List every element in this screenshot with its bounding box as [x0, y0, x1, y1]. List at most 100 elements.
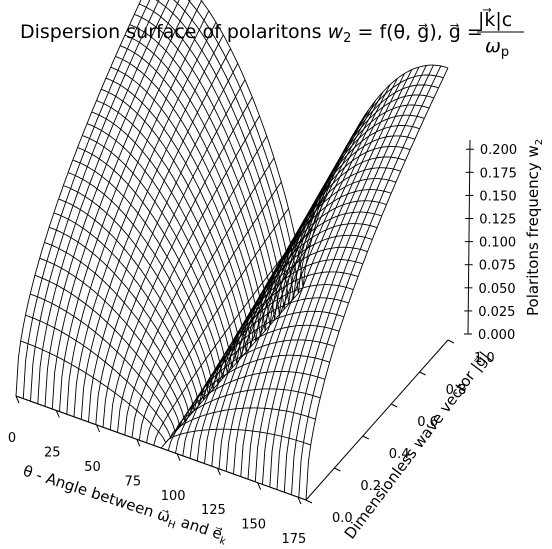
- mesh-line-theta: [138, 181, 282, 441]
- x-tick-label: 75: [125, 474, 142, 489]
- chart-title: Dispersion surface of polaritons w2 = f(…: [20, 21, 483, 46]
- mesh-line-theta: [211, 133, 355, 467]
- mesh-line-theta: [109, 96, 253, 430]
- mesh-line-theta: [117, 115, 260, 433]
- chart-title-den-sub: p: [501, 45, 509, 60]
- y-tick-mark: [390, 403, 398, 408]
- mesh-line-theta: [262, 73, 405, 485]
- mesh-line-theta: [254, 78, 398, 482]
- z-tick-label: 0.050: [478, 282, 515, 297]
- chart-title-lhs-sub: 2: [343, 31, 351, 46]
- z-tick-label: 0.150: [479, 189, 516, 204]
- y-tick-mark: [419, 371, 426, 376]
- mesh-line-theta: [30, 0, 160, 402]
- mesh-line-theta: [131, 157, 275, 438]
- x-tick-label: 175: [282, 532, 307, 547]
- mesh-line-theta: [247, 84, 391, 480]
- z-tick-label: 0.200: [480, 143, 517, 158]
- chart-title-num: |k⃗|c: [478, 8, 512, 31]
- y-tick-label: 0.6: [417, 415, 438, 430]
- mesh-line-theta: [160, 287, 304, 449]
- mesh-line-g: [86, 123, 378, 369]
- mesh-line-theta: [51, 0, 191, 410]
- x-tick-mark: [55, 410, 60, 418]
- mesh-line-g: [110, 66, 401, 342]
- mesh-line-theta: [291, 64, 434, 495]
- chart-title-mid: = f(θ, g⃗), g⃗ =: [351, 21, 482, 43]
- z-axis-label: Polaritons frequency w2: [524, 139, 545, 316]
- x-tick-mark: [216, 468, 221, 476]
- mesh-line-theta: [80, 34, 224, 420]
- z-axis-label-a-sub: 2: [534, 139, 545, 145]
- y-tick-label: 0.0: [332, 511, 353, 526]
- mesh-line-theta: [146, 208, 289, 443]
- mesh-line-theta: [37, 0, 170, 404]
- mesh-line-theta: [95, 63, 239, 425]
- surface-mesh: [15, 0, 449, 501]
- x-tick-mark: [96, 424, 101, 433]
- z-axis-label-a: Polaritons frequency w: [524, 145, 542, 316]
- mesh-line-theta: [88, 48, 231, 423]
- mesh-line-theta: [233, 100, 376, 475]
- z-axis-line: [467, 139, 471, 335]
- y-tick-mark: [362, 435, 370, 440]
- y-ticks: 0.0 0.2 0.4 0.6 0.8 1.0: [305, 339, 495, 526]
- x-tick-mark: [297, 496, 302, 505]
- x-ticks: 0 25 50 75 100 125 150 175: [8, 395, 307, 547]
- y-tick-mark: [334, 467, 341, 472]
- mesh-line-theta: [276, 66, 420, 490]
- y-tick-label: 0.8: [446, 383, 467, 398]
- y-tick-mark: [447, 339, 455, 344]
- chart-title-den-main: ω: [485, 35, 501, 57]
- x-tick-mark: [15, 395, 20, 404]
- y-axis-line: [305, 339, 449, 501]
- x-tick-mark: [176, 453, 181, 461]
- y-tick-mark: [305, 499, 313, 504]
- x-tick-mark: [136, 439, 141, 447]
- x-tick-label: 25: [44, 445, 61, 460]
- x-tick-label: 150: [241, 518, 266, 533]
- z-tick-label: 0.025: [478, 305, 515, 320]
- x-tick-label: 100: [161, 489, 186, 504]
- mesh-line-theta: [44, 0, 180, 407]
- mesh-line-theta: [283, 65, 427, 493]
- mesh-line-theta: [298, 65, 442, 498]
- mesh-line-theta: [15, 0, 142, 397]
- mesh-line-theta: [218, 121, 362, 469]
- mesh-line-theta: [175, 218, 318, 454]
- mesh-line-theta: [305, 67, 449, 501]
- z-tick-label: 0.000: [478, 328, 515, 343]
- mesh-line-g: [91, 111, 382, 363]
- y-tick-label: 0.4: [389, 447, 410, 462]
- x-tick-mark: [257, 482, 262, 490]
- mesh-line-theta: [124, 135, 268, 436]
- mesh-line-theta: [22, 0, 151, 399]
- mesh-line-theta: [66, 10, 210, 415]
- z-tick-label: 0.175: [480, 166, 517, 181]
- chart-title-den: ωp: [485, 35, 509, 60]
- mesh-line-g: [101, 88, 392, 353]
- chart-title-lhs: w: [328, 21, 344, 43]
- z-tick-label: 0.075: [479, 259, 516, 274]
- chart-title-prefix: Dispersion surface of polaritons: [20, 21, 328, 43]
- x-axis-label-b-sub: k: [218, 536, 227, 548]
- mesh-line-theta: [240, 91, 384, 477]
- x-tick-label: 0: [8, 431, 16, 446]
- z-tick-label: 0.100: [479, 236, 516, 251]
- mesh-line-theta: [269, 69, 413, 488]
- y-tick-label: 0.2: [360, 479, 381, 494]
- y-axis-label: Dimensionless wave vector |g⃗|: [341, 348, 494, 542]
- x-axis-label-a-sub: H: [166, 519, 177, 532]
- mesh-line-theta: [102, 79, 246, 428]
- z-tick-label: 0.125: [479, 213, 516, 228]
- y-tick-label: 1.0: [474, 351, 495, 366]
- x-tick-label: 50: [84, 460, 101, 475]
- mesh-line-theta: [153, 239, 297, 446]
- z-ticks: 0.000 0.025 0.050 0.075 0.100 0.125 0.150 0.175…: [464, 143, 517, 343]
- mesh-line-theta: [204, 146, 347, 464]
- mesh-line-theta: [59, 0, 202, 412]
- mesh-line-theta: [73, 22, 217, 417]
- x-tick-label: 125: [201, 503, 226, 518]
- mesh-line-theta: [225, 110, 369, 472]
